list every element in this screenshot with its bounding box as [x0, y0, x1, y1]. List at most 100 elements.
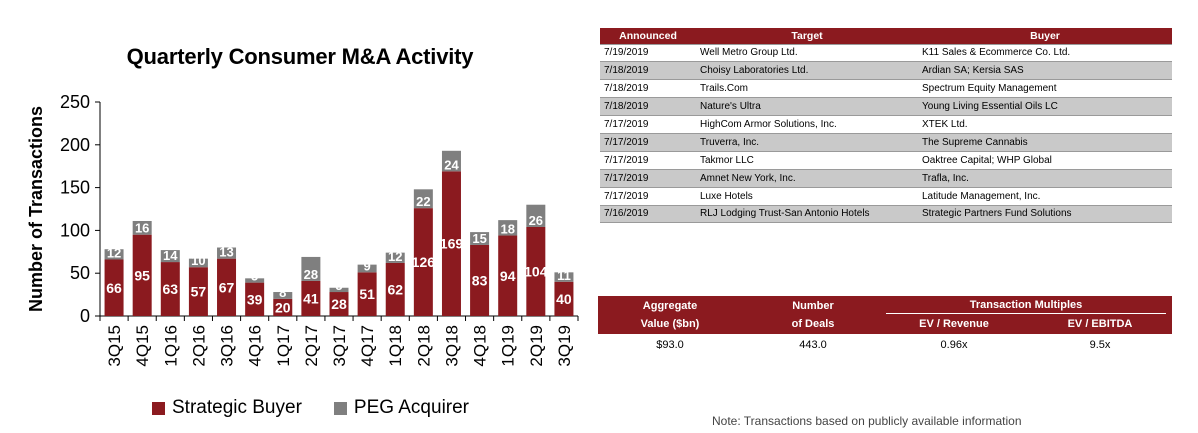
bar-strategic-1Q16: [160, 262, 180, 316]
table-row: 7/18/2019 Nature's Ultra Young Living Es…: [600, 97, 1172, 116]
cell-announced: 7/18/2019: [600, 61, 696, 80]
summary-values-row: $93.0 443.0 0.96x 9.5x: [598, 334, 1172, 356]
x-tick-label: 4Q16: [246, 325, 265, 367]
x-tick-label: 4Q18: [471, 325, 490, 367]
data-label-strategic: 57: [191, 284, 207, 300]
cell-announced: 7/17/2019: [600, 132, 696, 152]
data-label-peg: 13: [219, 245, 233, 260]
multiples-rule: [886, 313, 1166, 314]
bar-peg-1Q18: [385, 252, 405, 263]
cell-buyer: Ardian SA; Kersia SAS: [918, 61, 1172, 80]
cell-announced: 7/17/2019: [600, 168, 696, 188]
table-row: 7/17/2019 Truverra, Inc. The Supreme Can…: [600, 132, 1172, 152]
cell-target: RLJ Lodging Trust-San Antonio Hotels: [696, 204, 918, 224]
multiples-label: Transaction Multiples: [969, 299, 1083, 311]
cell-buyer: Strategic Partners Fund Solutions: [918, 204, 1172, 224]
cell-target: Nature's Ultra: [696, 97, 918, 116]
data-label-peg: 15: [472, 231, 486, 246]
bar-strategic-1Q19: [498, 235, 518, 316]
cell-announced: 7/16/2019: [600, 204, 696, 224]
bar-strategic-1Q18: [385, 262, 405, 316]
bar-peg-3Q18: [441, 150, 461, 172]
ev-ebitda-label: EV / EBITDA: [1067, 318, 1133, 330]
bar-strategic-3Q17: [329, 292, 349, 316]
bar-peg-4Q15: [132, 220, 152, 235]
cell-buyer: The Supreme Cannabis: [918, 132, 1172, 152]
y-tick-label: 150: [60, 178, 90, 198]
cell-buyer: Trafla, Inc.: [918, 168, 1172, 188]
footnote: Note: Transactions based on publicly ava…: [712, 414, 1022, 428]
legend-item-peg: PEG Acquirer: [333, 397, 469, 419]
cell-buyer: Oaktree Capital; WHP Global: [918, 150, 1172, 170]
x-tick-label: 4Q17: [358, 325, 377, 367]
x-tick-label: 3Q15: [105, 325, 124, 367]
table-row: 7/17/2019 Luxe Hotels Latitude Managemen…: [600, 186, 1172, 206]
x-tick-label: 1Q16: [161, 325, 180, 367]
header-buyer: Buyer: [918, 28, 1172, 44]
bar-strategic-3Q16: [217, 258, 237, 316]
table-row: 7/18/2019 Choisy Laboratories Ltd. Ardia…: [600, 61, 1172, 80]
table-row: 7/18/2019 Trails.Com Spectrum Equity Man…: [600, 79, 1172, 98]
deals-table: Announced Target Buyer 7/19/2019 Well Me…: [600, 28, 1172, 224]
bar-strategic-4Q15: [132, 234, 152, 316]
data-label-peg: 22: [416, 194, 430, 209]
bar-strategic-1Q17: [273, 298, 293, 316]
y-tick-label: 100: [60, 220, 90, 240]
data-label-strategic: 28: [331, 296, 347, 312]
data-label-strategic: 126: [412, 254, 436, 270]
legend-swatch-strategic: [152, 401, 165, 415]
cell-announced: 7/19/2019: [600, 43, 696, 62]
bar-strategic-2Q16: [188, 267, 208, 316]
legend-item-strategic: Strategic Buyer: [152, 397, 302, 419]
y-tick-label: 0: [80, 306, 90, 326]
cell-buyer: Young Living Essential Oils LC: [918, 97, 1172, 116]
summary-header-band: Aggregate Value ($bn) Number of Deals Tr…: [598, 296, 1172, 334]
y-tick-label: 250: [60, 92, 90, 112]
y-tick-label: 200: [60, 135, 90, 155]
bar-peg-2Q19: [526, 204, 546, 227]
header-target: Target: [696, 28, 918, 44]
bar-peg-3Q17: [329, 287, 349, 293]
data-label-peg: 10: [191, 253, 205, 268]
bar-peg-1Q17: [273, 292, 293, 299]
cell-target: Truverra, Inc.: [696, 132, 918, 152]
legend-label-strategic: Strategic Buyer: [172, 397, 302, 418]
data-label-strategic: 94: [500, 268, 516, 284]
cell-target: Luxe Hotels: [696, 186, 918, 206]
header-announced: Announced: [600, 28, 696, 44]
data-label-strategic: 63: [163, 281, 179, 297]
bar-peg-3Q15: [104, 249, 124, 260]
data-label-peg: 11: [557, 268, 571, 283]
agg-value: $93.0: [656, 339, 684, 351]
data-label-strategic: 67: [219, 279, 235, 295]
data-label-peg: 9: [364, 258, 371, 273]
bar-strategic-4Q18: [470, 244, 490, 316]
bar-peg-4Q18: [470, 232, 490, 245]
cell-buyer: XTEK Ltd.: [918, 115, 1172, 134]
data-label-peg: 5: [335, 278, 342, 293]
data-label-strategic: 66: [106, 280, 122, 296]
num-label-line2: of Deals: [791, 318, 835, 330]
bar-peg-3Q16: [217, 247, 237, 259]
cell-announced: 7/17/2019: [600, 150, 696, 170]
table-row: 7/19/2019 Well Metro Group Ltd. K11 Sale…: [600, 43, 1172, 62]
bar-peg-4Q16: [245, 278, 265, 283]
cell-announced: 7/17/2019: [600, 115, 696, 134]
cell-target: Choisy Laboratories Ltd.: [696, 61, 918, 80]
chart-legend: Strategic Buyer PEG Acquirer: [152, 397, 501, 419]
data-label-peg: 12: [107, 246, 121, 261]
table-row: 7/17/2019 Amnet New York, Inc. Trafla, I…: [600, 168, 1172, 188]
x-tick-label: 3Q19: [555, 325, 574, 367]
bar-peg-2Q16: [188, 258, 208, 268]
data-label-strategic: 83: [472, 272, 488, 288]
cell-buyer: K11 Sales & Ecommerce Co. Ltd.: [918, 43, 1172, 62]
x-tick-label: 2Q19: [527, 325, 546, 367]
bar-strategic-4Q16: [245, 282, 265, 316]
ev-revenue-label: EV / Revenue: [919, 318, 989, 330]
bar-peg-4Q17: [357, 264, 377, 273]
data-label-strategic: 40: [556, 291, 572, 307]
chart-title: Quarterly Consumer M&A Activity: [126, 44, 474, 69]
data-label-peg: 18: [500, 222, 514, 237]
data-label-strategic: 104: [524, 263, 548, 279]
cell-buyer: Spectrum Equity Management: [918, 79, 1172, 98]
